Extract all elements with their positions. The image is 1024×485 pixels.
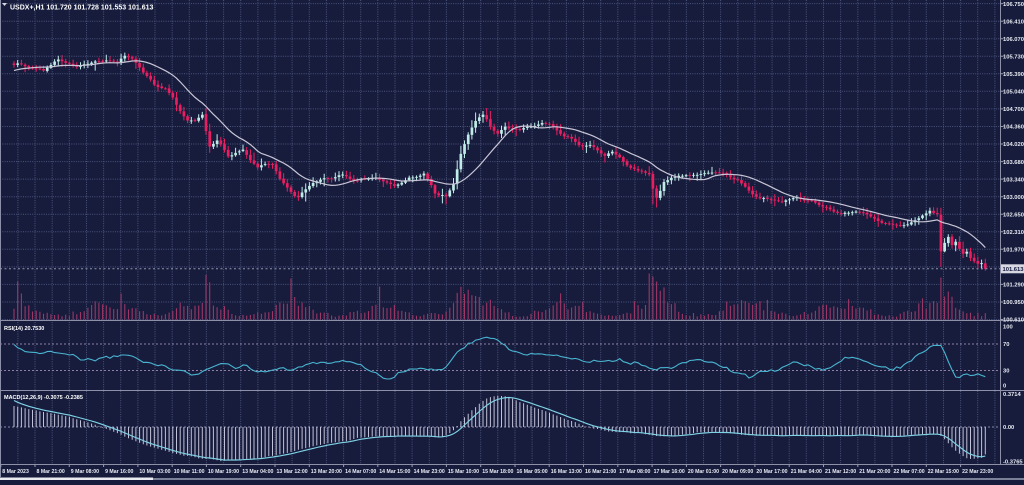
svg-text:10 Mar 19:00: 10 Mar 19:00 (208, 469, 239, 475)
svg-text:13 Mar 20:00: 13 Mar 20:00 (311, 469, 342, 475)
svg-text:14 Mar 07:00: 14 Mar 07:00 (345, 469, 376, 475)
svg-text:17 Mar 08:00: 17 Mar 08:00 (619, 469, 650, 475)
svg-text:102.310: 102.310 (1003, 230, 1024, 236)
svg-text:104.700: 104.700 (1003, 107, 1024, 113)
svg-text:14 Mar 23:00: 14 Mar 23:00 (414, 469, 445, 475)
svg-text:101.970: 101.970 (1003, 248, 1024, 254)
svg-text:9 Mar 16:00: 9 Mar 16:00 (105, 469, 133, 475)
svg-text:103.680: 103.680 (1003, 160, 1024, 166)
svg-text:9 Mar 08:00: 9 Mar 08:00 (71, 469, 99, 475)
svg-text:8 Mar 21:00: 8 Mar 21:00 (37, 469, 65, 475)
svg-text:8 Mar 2023: 8 Mar 2023 (2, 469, 29, 475)
svg-text:14 Mar 15:00: 14 Mar 15:00 (379, 469, 410, 475)
svg-text:22 Mar 23:00: 22 Mar 23:00 (962, 469, 993, 475)
svg-text:0: 0 (1003, 384, 1006, 390)
svg-text:100: 100 (1003, 325, 1013, 331)
svg-text:15 Mar 18:00: 15 Mar 18:00 (482, 469, 513, 475)
svg-text:0.00: 0.00 (1003, 425, 1014, 431)
svg-text:16 Mar 05:00: 16 Mar 05:00 (517, 469, 548, 475)
svg-text:15 Mar 10:00: 15 Mar 10:00 (448, 469, 479, 475)
svg-text:100.950: 100.950 (1003, 300, 1024, 306)
svg-text:106.750: 106.750 (1003, 2, 1024, 8)
svg-text:MACD(12,26,9) -0.3075 -0.2385: MACD(12,26,9) -0.3075 -0.2385 (4, 395, 83, 401)
svg-text:USDX+,H1 101.720 101.728 101.: USDX+,H1 101.720 101.728 101.553 101.613 (10, 5, 154, 12)
svg-text:70: 70 (1003, 342, 1009, 348)
svg-text:-0.3765: -0.3765 (1003, 460, 1023, 466)
svg-text:100.610: 100.610 (1003, 318, 1024, 324)
svg-text:101.290: 101.290 (1003, 283, 1024, 289)
svg-text:21 Mar 12:00: 21 Mar 12:00 (825, 469, 856, 475)
svg-text:101.613: 101.613 (1003, 267, 1024, 273)
svg-text:22 Mar 07:00: 22 Mar 07:00 (894, 469, 925, 475)
svg-text:102.650: 102.650 (1003, 212, 1024, 218)
svg-text:16 Mar 21:00: 16 Mar 21:00 (585, 469, 616, 475)
svg-text:13 Mar 04:00: 13 Mar 04:00 (242, 469, 273, 475)
svg-text:30: 30 (1003, 369, 1009, 375)
svg-text:22 Mar 15:00: 22 Mar 15:00 (928, 469, 959, 475)
svg-text:17 Mar 16:00: 17 Mar 16:00 (654, 469, 685, 475)
svg-text:106.070: 106.070 (1003, 37, 1024, 43)
svg-text:21 Mar 04:00: 21 Mar 04:00 (791, 469, 822, 475)
svg-text:103.340: 103.340 (1003, 177, 1024, 183)
svg-text:105.040: 105.040 (1003, 90, 1024, 96)
svg-text:13 Mar 12:00: 13 Mar 12:00 (277, 469, 308, 475)
svg-text:20 Mar 09:00: 20 Mar 09:00 (722, 469, 753, 475)
svg-text:0.3714: 0.3714 (1003, 392, 1022, 398)
svg-text:105.390: 105.390 (1003, 72, 1024, 78)
svg-text:104.360: 104.360 (1003, 125, 1024, 131)
svg-text:20 Mar 01:00: 20 Mar 01:00 (688, 469, 719, 475)
svg-text:106.410: 106.410 (1003, 19, 1024, 25)
svg-text:104.020: 104.020 (1003, 142, 1024, 148)
svg-text:105.730: 105.730 (1003, 55, 1024, 61)
svg-text:10 Mar 03:00: 10 Mar 03:00 (139, 469, 170, 475)
svg-text:10 Mar 11:00: 10 Mar 11:00 (174, 469, 205, 475)
svg-text:21 Mar 20:00: 21 Mar 20:00 (859, 469, 890, 475)
svg-text:RSI(14) 20.7530: RSI(14) 20.7530 (4, 326, 44, 332)
svg-text:16 Mar 13:00: 16 Mar 13:00 (551, 469, 582, 475)
svg-text:20 Mar 17:00: 20 Mar 17:00 (756, 469, 787, 475)
svg-text:103.000: 103.000 (1003, 195, 1024, 201)
